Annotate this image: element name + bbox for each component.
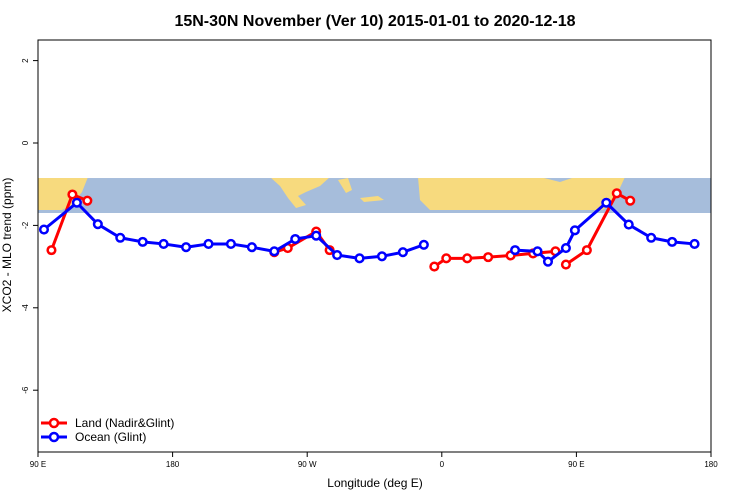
data-point bbox=[376, 251, 388, 262]
data-point bbox=[137, 236, 148, 247]
data-point bbox=[625, 195, 636, 206]
x-axis-label: Longitude (deg E) bbox=[327, 476, 422, 490]
legend-marker-land bbox=[48, 417, 60, 429]
data-point bbox=[418, 239, 429, 250]
x-tick-label: 180 bbox=[166, 460, 180, 469]
data-point bbox=[158, 238, 169, 249]
data-point bbox=[429, 261, 440, 272]
legend-item-ocean: Ocean (Glint) bbox=[41, 430, 146, 444]
land-caribbean bbox=[338, 178, 384, 202]
x-tick-label: 90 E bbox=[30, 460, 46, 469]
data-point bbox=[38, 224, 50, 235]
x-axis: 90 E 180 90 W 0 90 E 180 bbox=[30, 452, 718, 469]
data-point bbox=[92, 219, 103, 230]
series-line bbox=[514, 201, 695, 264]
data-point bbox=[181, 242, 192, 253]
x-tick-label: 0 bbox=[440, 460, 445, 469]
data-point bbox=[82, 195, 93, 206]
data-point bbox=[601, 197, 612, 208]
land-india bbox=[575, 178, 600, 206]
legend-label-ocean: Ocean (Glint) bbox=[75, 430, 146, 444]
data-point bbox=[611, 188, 622, 199]
data-point bbox=[225, 238, 236, 249]
y-tick-label: 0 bbox=[21, 140, 30, 145]
data-point bbox=[569, 225, 580, 236]
land-mexico bbox=[271, 178, 329, 208]
data-point bbox=[311, 230, 322, 241]
data-point bbox=[290, 233, 301, 245]
x-tick-label: 90 E bbox=[568, 460, 584, 469]
data-point bbox=[397, 247, 408, 258]
data-point bbox=[441, 253, 452, 264]
data-point bbox=[269, 246, 280, 257]
data-point bbox=[71, 197, 82, 208]
x-tick-label: 90 W bbox=[298, 460, 317, 469]
data-point bbox=[560, 259, 571, 270]
plot-frame bbox=[37, 39, 712, 453]
y-axis-label: XCO2 - MLO trend (ppm) bbox=[0, 178, 14, 313]
data-point bbox=[581, 245, 592, 256]
data-point bbox=[560, 243, 571, 254]
data-point bbox=[646, 232, 657, 243]
data-point bbox=[623, 219, 634, 230]
land-asia-left bbox=[38, 178, 88, 210]
data-point bbox=[332, 250, 343, 261]
data-point bbox=[115, 232, 126, 243]
data-point bbox=[483, 252, 494, 263]
y-axis: 2 0 -2 -4 -6 bbox=[21, 58, 38, 394]
data-point bbox=[667, 236, 678, 247]
y-tick-label: -4 bbox=[21, 304, 30, 312]
data-point bbox=[542, 256, 554, 267]
series-ocean bbox=[38, 197, 700, 267]
legend-item-land: Land (Nadir&Glint) bbox=[41, 416, 174, 430]
legend-marker-ocean bbox=[48, 431, 60, 443]
data-point bbox=[67, 189, 78, 200]
y-tick-label: -2 bbox=[21, 221, 30, 229]
y-tick-label: 2 bbox=[21, 58, 30, 63]
land-africa bbox=[418, 178, 625, 210]
data-point bbox=[689, 238, 700, 249]
series-layer bbox=[38, 188, 700, 272]
data-point bbox=[46, 245, 57, 256]
data-point bbox=[462, 253, 473, 264]
data-point bbox=[510, 245, 521, 256]
chart-title: 15N-30N November (Ver 10) 2015-01-01 to … bbox=[174, 13, 575, 30]
data-point bbox=[354, 253, 365, 264]
world-map-band bbox=[38, 178, 711, 214]
map-land bbox=[38, 178, 625, 210]
series-line bbox=[565, 191, 631, 266]
data-point bbox=[246, 242, 257, 253]
legend-label-land: Land (Nadir&Glint) bbox=[75, 416, 174, 430]
legend: Land (Nadir&Glint) Ocean (Glint) bbox=[41, 416, 174, 444]
data-point bbox=[203, 238, 214, 249]
data-point bbox=[532, 246, 543, 257]
y-tick-label: -6 bbox=[21, 386, 30, 394]
x-tick-label: 180 bbox=[704, 460, 718, 469]
